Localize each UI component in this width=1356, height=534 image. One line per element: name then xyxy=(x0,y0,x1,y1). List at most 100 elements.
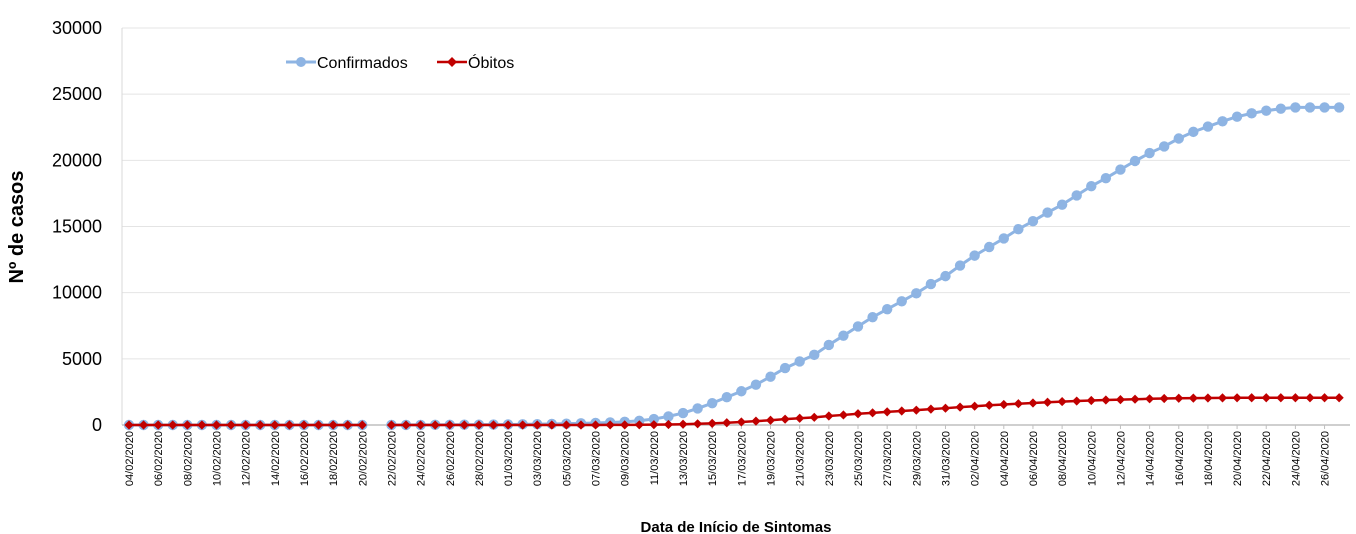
x-tick-label: 06/04/2020 xyxy=(1028,431,1040,486)
data-point xyxy=(1247,393,1257,403)
data-point xyxy=(1115,164,1126,175)
x-tick-label: 18/02/2020 xyxy=(328,431,340,486)
series-layer xyxy=(123,102,1345,431)
x-tick-label: 15/03/2020 xyxy=(707,431,719,486)
legend: Confirmados Óbitos xyxy=(286,53,514,72)
data-point xyxy=(970,401,980,411)
data-point xyxy=(197,420,207,430)
series-line xyxy=(129,105,1340,427)
series-obitos xyxy=(124,393,1344,430)
data-point xyxy=(284,420,294,430)
y-axis-title: Nº de casos xyxy=(6,171,28,284)
data-point xyxy=(1217,393,1228,403)
x-tick-label: 14/02/2020 xyxy=(270,431,282,486)
x-tick-label: 18/04/2020 xyxy=(1203,431,1215,486)
y-tick-label: 25000 xyxy=(52,84,102,104)
x-tick-label: 24/04/2020 xyxy=(1290,431,1302,486)
data-point xyxy=(1174,393,1184,403)
x-axis-ticks: 04/02/2020 06/02/2020 08/02/2020 10/02/2020… xyxy=(124,425,1332,486)
data-point xyxy=(692,403,703,414)
data-point xyxy=(503,420,513,430)
x-tick-label: 05/03/2020 xyxy=(561,431,573,486)
x-tick-label: 26/04/2020 xyxy=(1320,431,1332,486)
x-tick-label: 09/03/2020 xyxy=(620,431,632,486)
series-line xyxy=(129,396,1340,427)
data-point xyxy=(182,420,192,430)
data-point xyxy=(648,413,660,425)
legend-item-obitos[interactable]: Óbitos xyxy=(437,53,514,72)
x-tick-label: 20/04/2020 xyxy=(1232,431,1244,486)
data-point xyxy=(1042,207,1053,218)
data-point xyxy=(911,288,922,299)
data-point xyxy=(896,296,907,307)
x-tick-label: 14/04/2020 xyxy=(1145,431,1157,486)
data-point xyxy=(1027,216,1039,227)
x-tick-label: 19/03/2020 xyxy=(766,431,778,486)
data-point xyxy=(1042,397,1053,407)
data-point xyxy=(998,233,1009,244)
data-point xyxy=(897,406,907,416)
data-point xyxy=(1276,393,1286,403)
data-point xyxy=(561,420,571,430)
data-point xyxy=(138,420,149,430)
data-point xyxy=(547,420,557,430)
legend-item-confirmados[interactable]: Confirmados xyxy=(286,55,408,72)
x-tick-label: 04/04/2020 xyxy=(999,431,1011,486)
data-point xyxy=(1304,102,1316,113)
data-point xyxy=(1261,393,1271,403)
y-tick-label: 0 xyxy=(92,415,102,435)
x-tick-label: 29/03/2020 xyxy=(911,431,923,486)
data-point xyxy=(750,379,762,390)
data-point xyxy=(838,410,849,420)
data-point xyxy=(1100,172,1112,184)
data-point xyxy=(881,304,893,315)
data-point xyxy=(1217,116,1228,127)
data-point xyxy=(459,420,469,430)
data-point xyxy=(620,420,630,430)
data-point xyxy=(488,420,499,430)
x-tick-label: 23/03/2020 xyxy=(824,431,836,486)
data-point xyxy=(736,386,747,397)
data-point xyxy=(926,404,936,414)
data-point xyxy=(255,420,265,430)
data-point xyxy=(1275,103,1287,114)
data-point xyxy=(663,419,674,430)
data-point xyxy=(634,420,644,430)
data-point xyxy=(1145,394,1155,404)
y-tick-label: 15000 xyxy=(52,217,102,237)
y-tick-label: 20000 xyxy=(52,150,102,170)
data-point xyxy=(313,420,324,430)
data-point xyxy=(1129,155,1141,167)
data-point xyxy=(124,420,134,430)
data-point xyxy=(984,400,994,410)
data-point xyxy=(1290,393,1300,403)
data-point xyxy=(416,420,426,430)
data-point xyxy=(445,420,455,430)
x-tick-label: 31/03/2020 xyxy=(940,431,952,486)
x-tick-label: 12/04/2020 xyxy=(1115,431,1127,486)
x-tick-label: 22/04/2020 xyxy=(1261,431,1273,486)
data-point xyxy=(226,420,236,430)
data-point xyxy=(707,418,717,429)
data-point xyxy=(809,412,819,422)
x-tick-label: 24/02/2020 xyxy=(416,431,428,486)
data-point xyxy=(867,408,878,418)
data-point xyxy=(824,411,834,421)
data-point xyxy=(649,420,659,430)
x-tick-label: 04/02/2020 xyxy=(124,431,136,486)
y-axis-ticks: 0 5000 10000 15000 20000 25000 30000 xyxy=(52,18,102,435)
x-tick-label: 08/04/2020 xyxy=(1057,431,1069,486)
data-point xyxy=(1101,395,1111,405)
data-point xyxy=(328,420,338,430)
data-point xyxy=(867,311,878,323)
series-confirmados xyxy=(123,102,1345,431)
data-point xyxy=(925,278,937,290)
x-tick-label: 17/03/2020 xyxy=(736,431,748,486)
gridlines xyxy=(122,27,1350,360)
data-point xyxy=(1305,393,1315,403)
data-point xyxy=(852,321,864,332)
data-point xyxy=(1086,180,1097,192)
data-point xyxy=(736,417,746,427)
x-tick-label: 22/02/2020 xyxy=(386,431,398,486)
data-point xyxy=(605,420,615,430)
